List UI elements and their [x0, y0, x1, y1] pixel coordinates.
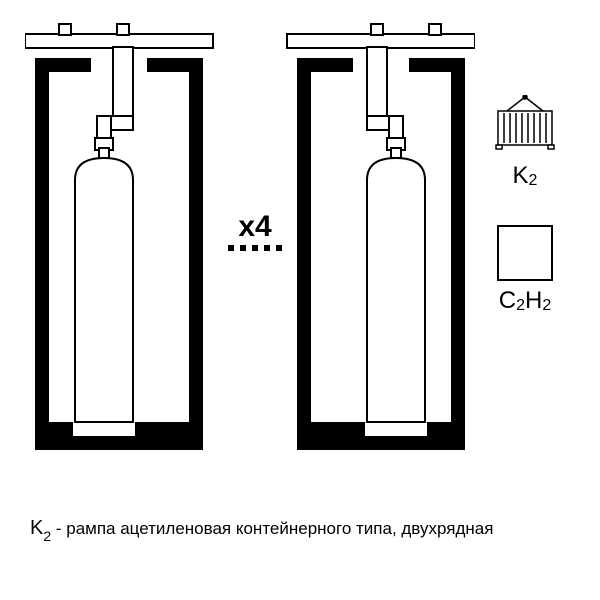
cylinder-unit-right	[285, 20, 455, 450]
legend: K2 C2H2	[480, 95, 570, 315]
legend-label-k2: K2	[513, 162, 538, 190]
legend-item-gas: C2H2	[497, 225, 553, 315]
square-icon	[497, 225, 553, 281]
legend-label-c2h2: C2H2	[499, 287, 552, 315]
multiplier-label: x4	[225, 210, 285, 244]
caption: K2 - рампа ацетиленовая контейнерного ти…	[30, 517, 580, 542]
cylinder-unit-left	[25, 20, 195, 450]
legend-item-container: K2	[492, 95, 558, 190]
container-icon	[492, 95, 558, 156]
multiplier-dots	[228, 245, 282, 251]
